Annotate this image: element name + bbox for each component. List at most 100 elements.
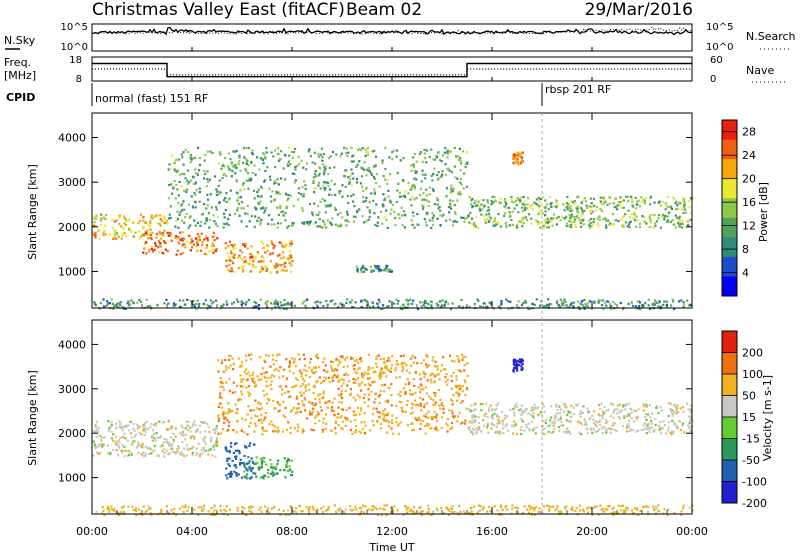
echo-cell (326, 370, 329, 373)
echo-cell (180, 185, 183, 188)
echo-cell (202, 504, 206, 508)
echo-cell (352, 215, 355, 218)
echo-cell (349, 508, 352, 511)
echo-cell (246, 433, 249, 436)
echo-cell (92, 224, 96, 227)
echo-cell (121, 232, 124, 235)
echo-cell (95, 217, 98, 220)
echo-cell (571, 209, 574, 212)
echo-cell (331, 406, 334, 409)
echo-cell (420, 362, 423, 365)
echo-cell (444, 368, 447, 371)
echo-cell (220, 305, 223, 308)
echo-cell (649, 203, 652, 206)
echo-cell (520, 360, 523, 363)
echo-cell (359, 512, 362, 515)
colorbar-tick-label: 200 (742, 347, 763, 360)
echo-cell (661, 213, 665, 216)
echo-cell (496, 415, 499, 418)
echo-cell (101, 443, 104, 446)
echo-cell (461, 421, 464, 424)
echo-cell (581, 423, 584, 426)
echo-cell (361, 266, 364, 269)
echo-cell (229, 364, 232, 367)
echo-cell (509, 408, 512, 411)
echo-cell (328, 380, 331, 383)
echo-cell (437, 373, 440, 376)
echo-cell (383, 390, 386, 393)
echo-cell (379, 390, 383, 393)
echo-cell (198, 157, 201, 160)
echo-cell (611, 424, 614, 428)
echo-cell (274, 305, 277, 308)
colorbar-tick-label: -50 (742, 454, 760, 467)
echo-cell (576, 207, 579, 211)
echo-cell (182, 243, 185, 246)
echo-cell (499, 506, 502, 509)
echo-cell (358, 160, 361, 163)
echo-cell (225, 467, 228, 470)
echo-cell (182, 431, 185, 434)
echo-cell (287, 146, 291, 149)
echo-cell (144, 430, 147, 433)
echo-cell (277, 305, 280, 308)
echo-cell (322, 184, 325, 187)
echo-cell (205, 303, 208, 307)
echo-cell (242, 302, 245, 305)
echo-cell (244, 212, 247, 215)
echo-cell (254, 414, 257, 417)
echo-cell (554, 205, 558, 208)
echo-cell (458, 411, 461, 414)
echo-cell (122, 505, 126, 508)
echo-cell (251, 467, 254, 470)
echo-cell (523, 429, 526, 432)
echo-cell (222, 199, 226, 202)
echo-cell (455, 378, 458, 381)
echo-cell (462, 356, 465, 359)
echo-cell (327, 505, 330, 509)
echo-cell (390, 394, 393, 397)
echo-cell (190, 179, 193, 182)
echo-cell (653, 302, 656, 305)
echo-cell (343, 175, 346, 178)
echo-cell (224, 247, 227, 250)
echo-cell (354, 399, 357, 402)
echo-cell (100, 213, 103, 216)
echo-cell (173, 179, 176, 183)
echo-cell (157, 436, 160, 439)
echo-cell (442, 411, 445, 414)
echo-cell (217, 184, 220, 187)
echo-cell (233, 243, 236, 246)
echo-cell (230, 442, 233, 445)
echo-cell (168, 197, 171, 200)
echo-cell (435, 420, 439, 423)
echo-cell (546, 222, 550, 225)
echo-cell (195, 303, 198, 306)
echo-cell (592, 218, 596, 221)
echo-cell (456, 391, 459, 394)
echo-cell (444, 301, 447, 304)
echo-cell (220, 381, 223, 384)
echo-cell (421, 398, 424, 401)
echo-cell (129, 432, 133, 435)
echo-cell (207, 304, 210, 307)
echo-cell (503, 414, 506, 417)
echo-cell (387, 195, 390, 198)
echo-cell (295, 384, 298, 387)
echo-cell (514, 154, 517, 157)
echo-cell (444, 163, 447, 166)
echo-cell (602, 218, 605, 221)
echo-cell (294, 377, 298, 380)
echo-cell (384, 178, 387, 181)
echo-cell (499, 225, 503, 228)
echo-cell (367, 405, 370, 408)
echo-cell (557, 215, 560, 219)
echo-cell (477, 416, 480, 419)
echo-cell (253, 300, 256, 303)
echo-cell (516, 369, 519, 372)
echo-cell (628, 414, 631, 417)
echo-cell (187, 424, 190, 427)
echo-cell (258, 202, 261, 206)
echo-cell (219, 392, 222, 395)
echo-cell (419, 505, 422, 508)
